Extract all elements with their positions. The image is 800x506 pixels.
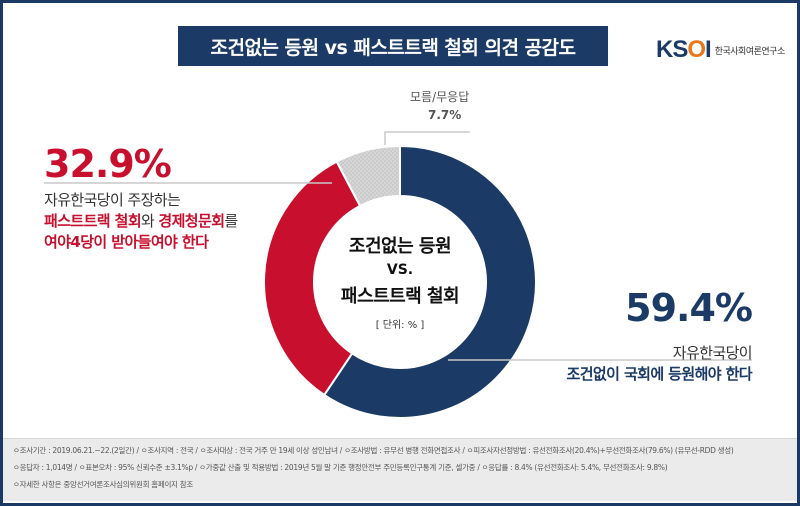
- label-fasttrack-value: 32.9%: [44, 142, 172, 186]
- label-fasttrack-line2: 패스트트랙 철회와 경제청문회를: [44, 212, 238, 230]
- slice-return: [322, 144, 537, 419]
- label-fasttrack-line1: 자유한국당이 주장하는: [44, 191, 181, 209]
- footnote-line1: ㅇ조사기간 : 2019.06.21.~22.(2일간) / ㅇ조사지역 : 전…: [13, 446, 734, 455]
- label-return-value: 59.4%: [625, 286, 753, 330]
- label-return-text: 자유한국당이 조건없이 국회에 등원해야 한다: [566, 343, 753, 385]
- center-line2: VS.: [386, 262, 414, 278]
- ksoi-logo: KSOI 한국사회여론연구소: [656, 36, 785, 64]
- center-line1: 조건없는 등원: [348, 236, 452, 257]
- center-line3: 패스트트랙 철회: [340, 286, 460, 307]
- donut-center-label: 조건없는 등원 VS. 패스트트랙 철회 [ 단위: % ]: [320, 232, 480, 331]
- label-return-line1: 자유한국당이: [672, 344, 753, 362]
- label-fasttrack-line3: 여야4당이 받아들여야 한다: [44, 233, 209, 251]
- label-noresponse-value: 7.7%: [428, 108, 462, 122]
- slice-noresponse: [335, 144, 401, 208]
- logo-mark: KSOI: [656, 36, 712, 63]
- label-return-line2: 조건없이 국회에 등원해야 한다: [566, 365, 753, 383]
- leader-line-top: [384, 131, 470, 145]
- slice-fasttrack: [263, 160, 362, 397]
- label-fasttrack-text: 자유한국당이 주장하는 패스트트랙 철회와 경제청문회를 여야4당이 받아들여야…: [44, 190, 238, 253]
- footnote-line3: ㅇ자세한 사항은 중앙선거여론조사심의위원회 홈페이지 참조: [13, 480, 193, 489]
- logo-text: 한국사회여론연구소: [714, 46, 786, 57]
- survey-footnote: ㅇ조사기간 : 2019.06.21.~22.(2일간) / ㅇ조사지역 : 전…: [3, 438, 797, 501]
- footnote-line2: ㅇ응답자 : 1,014명 / ㅇ표본오차 : 95% 신뢰수준 ±3.1%p …: [13, 463, 668, 472]
- chart-title: 조건없는 등원 vs 패스트트랙 철회 의견 공감도: [178, 26, 608, 66]
- label-noresponse-category: 모름/무응답: [410, 90, 470, 104]
- center-unit: [ 단위: % ]: [375, 320, 425, 331]
